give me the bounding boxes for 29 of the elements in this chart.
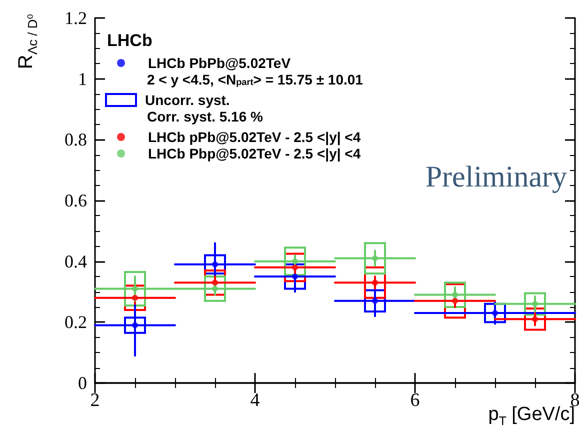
y-tick-label: 0.8 <box>64 130 87 150</box>
legend-label: LHCb pPb@5.02TeV - 2.5 <|y| <4 <box>148 129 361 146</box>
point <box>292 274 298 280</box>
point <box>372 255 378 262</box>
point <box>132 294 138 301</box>
annotation: Preliminary <box>425 160 568 194</box>
point <box>292 264 298 270</box>
x-tick-label: 6 <box>410 390 420 411</box>
x-tick-label: 2 <box>90 390 100 411</box>
annotation: Corr. syst. 5.16 % <box>147 108 264 124</box>
y-tick-label: 0.6 <box>64 190 87 210</box>
y-tick-label: 0 <box>78 373 87 393</box>
legend-label: LHCb Pbp@5.02TeV - 2.5 <|y| <4 <box>148 146 361 162</box>
point <box>132 286 138 292</box>
point <box>372 280 378 286</box>
legend-label: Uncorr. syst. <box>145 92 230 108</box>
annotation: LHCb <box>107 31 152 50</box>
point <box>212 280 218 286</box>
point <box>452 292 458 298</box>
legend-label: LHCb PbPb@5.02TeV <box>148 55 292 71</box>
annotation: 2 < y <4.5, <Npart> = 15.75 ± 10.01 <box>147 72 364 88</box>
y-tick-label: 0.2 <box>64 312 87 332</box>
y-tick-label: 1 <box>78 68 87 89</box>
x-tick-label: 4 <box>250 390 260 411</box>
point <box>292 258 298 264</box>
point <box>452 298 458 304</box>
point <box>212 286 218 292</box>
y-tick-label: 0.4 <box>64 251 87 272</box>
y-tick-label: 1.2 <box>64 8 87 28</box>
